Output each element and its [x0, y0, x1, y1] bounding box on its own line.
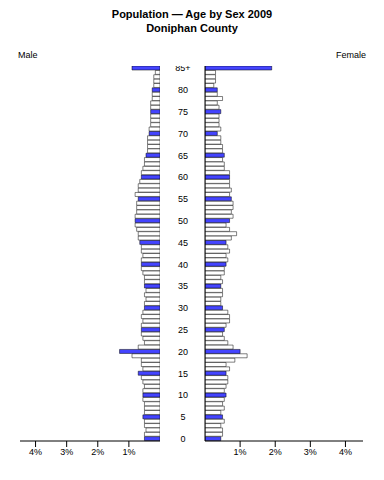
svg-text:2%: 2% [269, 447, 282, 457]
svg-text:40: 40 [178, 260, 188, 270]
svg-text:1%: 1% [122, 447, 135, 457]
svg-text:10: 10 [178, 390, 188, 400]
svg-text:55: 55 [178, 194, 188, 204]
svg-text:3%: 3% [60, 447, 73, 457]
svg-text:25: 25 [178, 325, 188, 335]
svg-text:4%: 4% [29, 447, 42, 457]
svg-text:60: 60 [178, 172, 188, 182]
svg-text:35: 35 [178, 281, 188, 291]
svg-text:85+: 85+ [175, 66, 190, 73]
svg-text:0: 0 [180, 434, 185, 444]
svg-text:20: 20 [178, 347, 188, 357]
html-text:Male: Male [18, 50, 38, 60]
html-text:Population — Age by Sex 2009: Population — Age by Sex 2009 [111, 8, 273, 20]
svg-text:70: 70 [178, 129, 188, 139]
svg-text:75: 75 [178, 107, 188, 117]
html-text:Female: Female [336, 50, 366, 60]
svg-text:1%: 1% [234, 447, 247, 457]
svg-text:80: 80 [178, 85, 188, 95]
svg-text:45: 45 [178, 238, 188, 248]
svg-text:50: 50 [178, 216, 188, 226]
svg-text:2%: 2% [91, 447, 104, 457]
svg-text:5: 5 [180, 412, 185, 422]
svg-text:15: 15 [178, 369, 188, 379]
svg-text:3%: 3% [304, 447, 317, 457]
svg-text:65: 65 [178, 151, 188, 161]
html-text:Doniphan County: Doniphan County [146, 22, 238, 34]
svg-text:4%: 4% [339, 447, 352, 457]
svg-text:30: 30 [178, 303, 188, 313]
